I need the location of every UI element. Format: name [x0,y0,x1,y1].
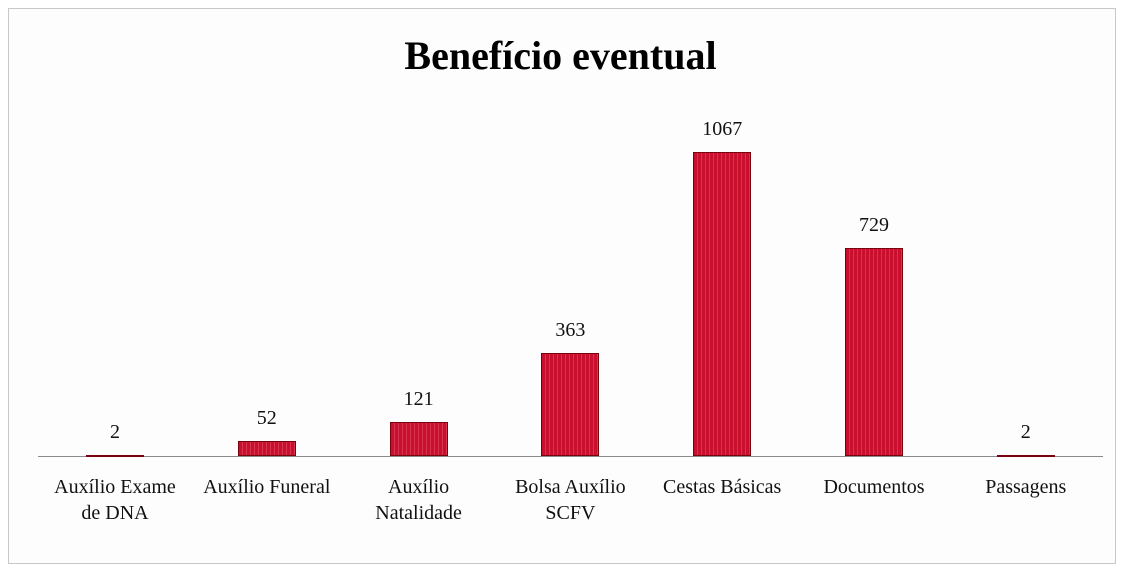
chart-frame [8,8,1116,564]
bar [389,421,448,456]
data-label: 2 [1020,421,1031,444]
x-tick-label: Auxílio Natalidade [375,476,462,524]
data-label: 729 [859,214,889,237]
data-label: 363 [555,318,586,341]
data-label: 2 [110,421,120,444]
data-label: 121 [403,387,434,410]
x-tick-label: Passagens [985,476,1067,498]
bar [996,455,1055,458]
bar [845,248,903,456]
data-label: 1067 [702,118,743,140]
x-axis [38,456,1103,457]
bar [86,455,144,458]
bar [541,352,600,456]
x-tick-label: Auxílio Exame de DNA [54,476,176,524]
chart-title: Benefício eventual [404,33,717,78]
bar [693,152,752,456]
bar [237,441,296,456]
data-label: 52 [256,407,277,430]
x-tick-label: Bolsa Auxílio SCFV [515,476,626,524]
x-tick-label: Auxílio Funeral [203,476,331,498]
x-tick-label: Documentos [823,476,925,498]
x-tick-label: Cestas Básicas [663,476,782,498]
